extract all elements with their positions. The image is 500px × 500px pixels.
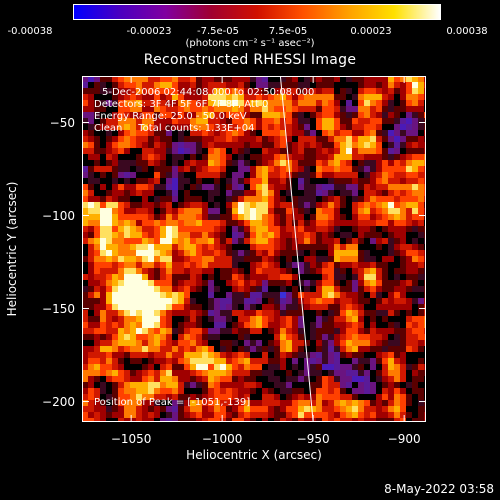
colorbar-tick: -0.00023: [126, 26, 172, 37]
y-tick-label: −50: [49, 115, 75, 130]
x-tick-label: −900: [387, 432, 421, 446]
y-tick-label: −200: [42, 394, 75, 409]
time-range-label: 5-Dec-2006 02:44:08.000 to 02:50:08.000: [102, 87, 315, 98]
x-tick-label: −1050: [110, 432, 152, 446]
heatmap-cells: [82, 76, 426, 422]
timestamp: 8-May-2022 03:58: [384, 482, 494, 496]
limb-line: [279, 76, 314, 422]
detectors-label: Detectors: 3F 4F 5F 6F 7F 8F, Att 0: [94, 99, 269, 110]
colorbar-tick: 7.5e-05: [268, 26, 308, 37]
peak-position-label: Position of Peak = [-1051,-139]: [94, 397, 251, 408]
energy-range-label: Energy Range: 25.0 - 50.0 keV: [94, 111, 247, 122]
chart-title: Reconstructed RHESSI Image: [143, 52, 357, 68]
heatmap-image: [82, 76, 426, 422]
x-tick-label: −950: [296, 432, 330, 446]
clean-counts-label: Clean Total counts: 1.33E+04: [94, 123, 255, 134]
colorbar-tick: 0.00038: [446, 26, 488, 37]
y-tick-label: −150: [42, 301, 75, 316]
y-axis-label: Heliocentric Y (arcsec): [5, 181, 19, 317]
y-tick-label: −100: [42, 208, 75, 223]
colorbar-tick: -7.5e-05: [197, 26, 239, 37]
colorbar-tick: 0.00023: [350, 26, 392, 37]
colorbar-gradient: [74, 5, 440, 19]
plot-area: [82, 76, 426, 422]
colorbar-tick: -0.00038: [7, 26, 53, 37]
colorbar: [73, 4, 441, 20]
x-axis-label: Heliocentric X (arcsec): [186, 448, 322, 462]
plot-frame: [82, 76, 426, 422]
x-tick-label: −1000: [201, 432, 243, 446]
colorbar-unit: (photons cm⁻² s⁻¹ asec⁻²): [185, 38, 315, 49]
